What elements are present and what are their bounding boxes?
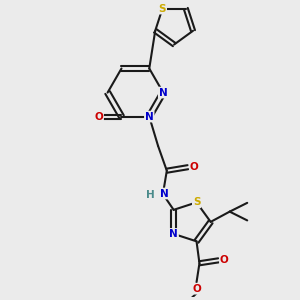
Text: O: O bbox=[190, 162, 199, 172]
Text: N: N bbox=[169, 229, 178, 239]
Text: S: S bbox=[193, 197, 200, 207]
Text: O: O bbox=[94, 112, 103, 122]
Text: N: N bbox=[159, 88, 167, 98]
Text: S: S bbox=[159, 4, 166, 14]
Text: N: N bbox=[160, 188, 168, 199]
Text: H: H bbox=[146, 190, 154, 200]
Text: N: N bbox=[145, 112, 154, 122]
Text: O: O bbox=[192, 284, 201, 294]
Text: O: O bbox=[220, 255, 229, 265]
